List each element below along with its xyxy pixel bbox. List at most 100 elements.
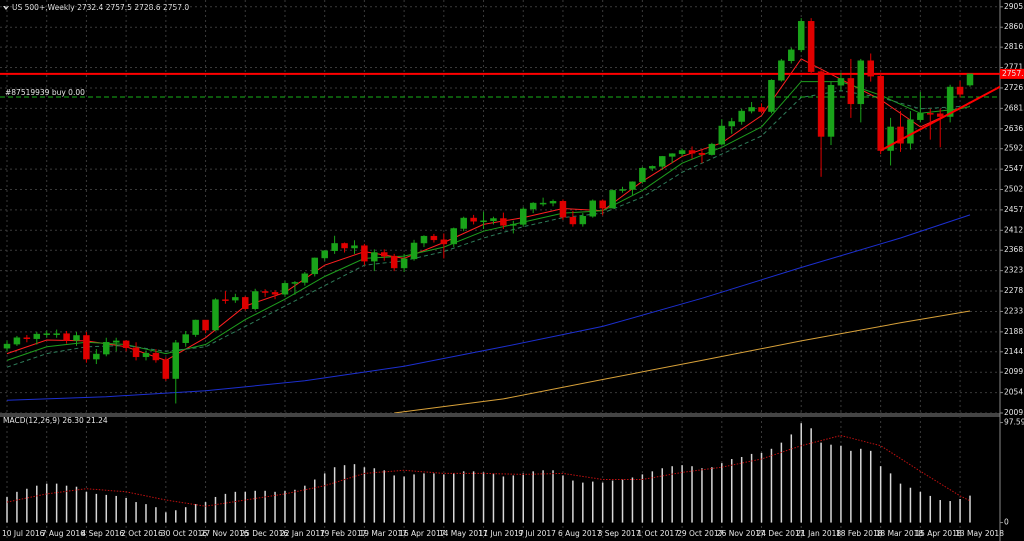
x-tick-label: 24 Dec 2017 (757, 529, 805, 538)
y-tick-label: 2681.0 (1004, 103, 1024, 112)
candle-body (331, 243, 338, 251)
candle-body (23, 337, 31, 339)
candle-body (152, 352, 160, 361)
x-tick-label: 4 Sep 2016 (81, 529, 124, 538)
candle-body (232, 297, 239, 301)
candle-body (480, 220, 487, 223)
y-tick-label: 2412.0 (1004, 225, 1024, 234)
candle-body (907, 119, 914, 144)
candle-body (738, 110, 745, 122)
candle-body (172, 342, 180, 379)
candle-body (321, 250, 328, 259)
y-tick-label: 2636.0 (1004, 124, 1024, 133)
candle-body (797, 21, 805, 51)
candle-body (390, 255, 398, 269)
x-tick-label: 15 Apr 2018 (915, 529, 962, 538)
moving-average (6, 214, 971, 401)
candle-body (708, 143, 716, 155)
x-tick-label: 25 Dec 2016 (240, 529, 288, 538)
candle-body (63, 333, 70, 341)
indicator-panel (6, 416, 971, 541)
y-tick-label: 2592.0 (1004, 144, 1024, 153)
candle-body (768, 79, 775, 112)
candle-body (430, 235, 438, 241)
x-tick-label: 10 Jul 2016 (2, 529, 45, 538)
candle-body (857, 60, 865, 105)
candle-body (212, 299, 219, 331)
x-tick-label: 21 Jan 2018 (796, 529, 841, 538)
y-tick-label: 2905.0 (1004, 2, 1024, 11)
candle-body (887, 126, 894, 151)
candle-body (827, 84, 835, 137)
moving-average (6, 90, 971, 368)
candle-body (678, 150, 686, 154)
y-tick-label: 97.59 (1004, 418, 1024, 427)
candle-body (381, 252, 388, 257)
candle-body (936, 113, 944, 117)
candle-body (460, 217, 467, 229)
candle-body (281, 283, 289, 295)
candle-body (222, 299, 229, 301)
x-tick-label: 29 Oct 2017 (677, 529, 724, 538)
candle-body (450, 228, 458, 245)
moving-average (394, 310, 971, 413)
x-tick-label: 19 Mar 2017 (359, 529, 407, 538)
price-panel (0, 0, 1000, 413)
x-tick-label: 1 Oct 2017 (637, 529, 679, 538)
candle-body (420, 235, 428, 244)
x-tick-label: 22 Jan 2017 (280, 529, 325, 538)
x-tick-label: 19 Feb 2017 (320, 529, 367, 538)
candle-body (242, 297, 249, 309)
y-tick-label: 2323.0 (1004, 266, 1024, 275)
y-tick-label: 2009.0 (1004, 408, 1024, 417)
y-tick-label: 2816.0 (1004, 42, 1024, 51)
candle-body (43, 333, 50, 335)
trendline (880, 85, 1000, 152)
candle-body (440, 239, 448, 245)
candle-body (917, 113, 924, 120)
candle-body (629, 181, 636, 190)
y-tick-label: 2233.0 (1004, 306, 1024, 315)
candle-body (847, 78, 855, 105)
indicator-title: MACD(12,26,9) 26.30 21.24 (3, 416, 108, 425)
x-tick-label: 2 Oct 2016 (121, 529, 163, 538)
x-tick-label: 18 Feb 2018 (836, 529, 883, 538)
candle-body (807, 21, 815, 72)
chart-header: US 500+,Weekly 2732.4 2757.5 2728.6 2757… (12, 3, 189, 12)
candle-body (93, 353, 100, 360)
candle-body (579, 215, 587, 225)
candle-body (748, 107, 755, 112)
candle-body (619, 189, 626, 191)
candle-body (649, 166, 656, 169)
candle-body (788, 49, 795, 61)
y-tick-label: 2860.0 (1004, 22, 1024, 31)
candle-body (718, 125, 726, 145)
candle-body (162, 359, 170, 379)
candle-body (291, 282, 299, 284)
candle-body (410, 242, 418, 260)
candle-body (589, 200, 596, 217)
candle-body (609, 190, 616, 209)
candle-body (182, 334, 189, 343)
x-tick-label: 26 Nov 2017 (717, 529, 765, 538)
x-tick-label: 9 Jul 2017 (518, 529, 556, 538)
level-label: #87519939 buy 0.00 (5, 88, 85, 97)
candle-body (728, 121, 735, 127)
candle-body (778, 60, 785, 81)
x-tick-label: 30 Oct 2016 (161, 529, 208, 538)
candle-body (470, 217, 477, 222)
y-tick-label: 2457.0 (1004, 205, 1024, 214)
candle-body (500, 218, 507, 226)
y-tick-label: 2771.0 (1004, 63, 1024, 72)
candle-body (371, 252, 378, 262)
candle-body (927, 113, 934, 115)
candle-body (946, 86, 954, 117)
y-tick-label: 2099.0 (1004, 367, 1024, 376)
y-tick-label: 2547.0 (1004, 164, 1024, 173)
candle-body (261, 291, 269, 293)
candle-body (192, 319, 199, 335)
candle-body (639, 167, 646, 183)
x-tick-label: 7 Aug 2016 (42, 529, 85, 538)
y-tick-label: 2726.0 (1004, 83, 1024, 92)
